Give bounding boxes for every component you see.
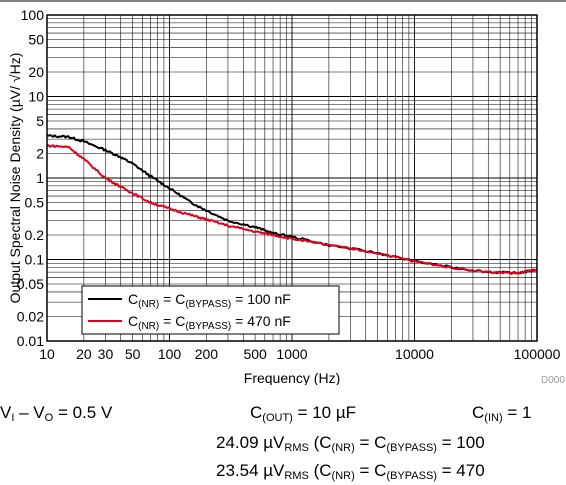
y-tick-label: 5 bbox=[36, 113, 44, 129]
legend: C(NR) = C(BYPASS) = 100 nF C(NR) = C(BYP… bbox=[81, 285, 340, 335]
rms-noise-100nf: 24.09 µVRMS (C(NR) = C(BYPASS) = 100 bbox=[216, 433, 485, 454]
y-tick-label: 50 bbox=[28, 32, 44, 48]
condition-vin-vout: VI – VO = 0.5 V bbox=[0, 403, 113, 424]
y-tick-label: 10 bbox=[28, 89, 44, 105]
condition-cin: C(IN) = 1 bbox=[472, 403, 532, 424]
y-axis-label: Output Spectral Noise Density (µV/ √Hz) bbox=[7, 53, 23, 304]
y-tick-label: 1 bbox=[36, 170, 44, 186]
x-tick-label: 100000 bbox=[514, 346, 561, 362]
y-tick-label: 100 bbox=[21, 7, 45, 23]
x-tick-label: 10000 bbox=[395, 346, 434, 362]
x-tick-label: 100 bbox=[158, 346, 182, 362]
legend-label-470nf: C(NR) = C(BYPASS) = 470 nF bbox=[128, 313, 291, 332]
y-tick-label: 0.1 bbox=[25, 252, 45, 268]
legend-label-100nf: C(NR) = C(BYPASS) = 100 nF bbox=[128, 291, 291, 310]
x-tick-label: 200 bbox=[195, 346, 219, 362]
y-tick-label: 0.2 bbox=[25, 227, 45, 243]
noise-density-chart: 100 50 20 10 5 2 1 0.5 0.2 0.1 0.05 0.02 0.01 10 20 30… bbox=[0, 0, 566, 385]
x-tick-label: 1000 bbox=[276, 346, 307, 362]
y-tick-label: 0.01 bbox=[17, 333, 44, 349]
rms-noise-470nf: 23.54 µVRMS (C(NR) = C(BYPASS) = 470 bbox=[216, 461, 485, 482]
plot-frame bbox=[46, 14, 538, 342]
condition-cout: C(OUT) = 10 µF bbox=[250, 403, 357, 424]
series-group bbox=[46, 134, 538, 275]
x-tick-label: 500 bbox=[243, 346, 267, 362]
x-tick-labels: 10 20 30 50 100 200 500 1000 10000 100000 bbox=[39, 346, 560, 362]
x-axis-label: Frequency (Hz) bbox=[244, 370, 340, 385]
figure-id: D000 bbox=[541, 375, 565, 385]
y-tick-labels: 100 50 20 10 5 2 1 0.5 0.2 0.1 0.05 0.02 0.01 bbox=[17, 7, 44, 349]
series-line-470nf bbox=[46, 144, 538, 275]
y-tick-label: 0.02 bbox=[17, 308, 44, 324]
y-tick-label: 20 bbox=[28, 64, 44, 80]
x-tick-label: 10 bbox=[39, 346, 55, 362]
x-tick-label: 50 bbox=[125, 346, 141, 362]
y-tick-label: 0.05 bbox=[17, 276, 44, 292]
x-tick-label: 20 bbox=[76, 346, 92, 362]
y-tick-label: 2 bbox=[36, 145, 44, 161]
legend-box bbox=[81, 285, 340, 335]
x-tick-label: 30 bbox=[98, 346, 114, 362]
y-tick-label: 0.5 bbox=[25, 195, 45, 211]
